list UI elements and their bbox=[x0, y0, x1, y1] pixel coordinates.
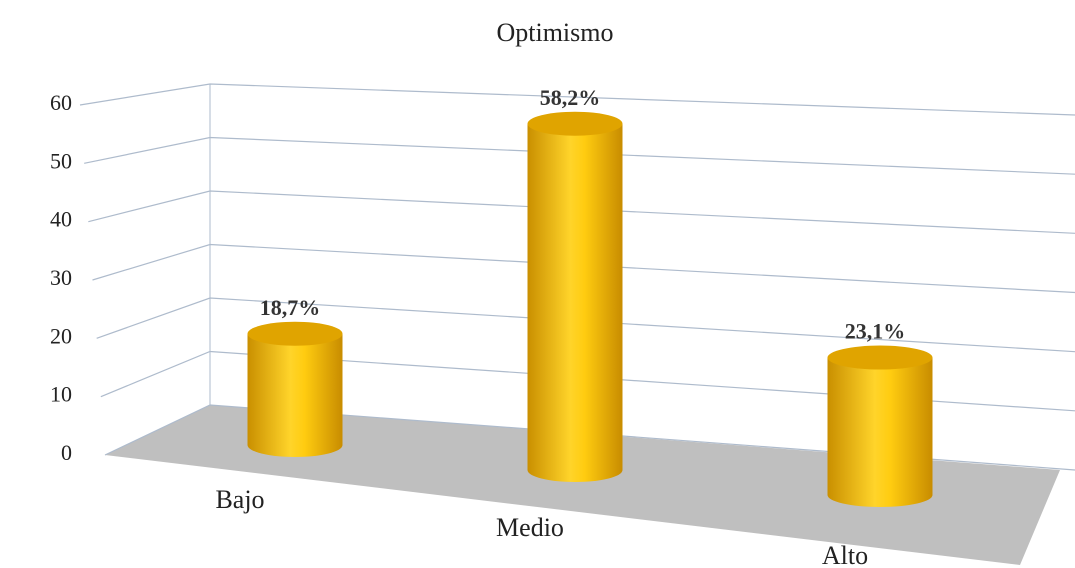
value-label: 23,1% bbox=[845, 319, 906, 344]
floor bbox=[105, 405, 1060, 565]
cylinder: 18,7% bbox=[247, 295, 343, 458]
y-tick-label: 10 bbox=[50, 382, 72, 407]
value-label: 18,7% bbox=[260, 295, 321, 320]
x-tick-label: Alto bbox=[822, 541, 868, 568]
cylinder: 58,2% bbox=[527, 85, 623, 483]
y-tick-label: 0 bbox=[61, 440, 72, 465]
value-label: 58,2% bbox=[540, 85, 601, 110]
bar bbox=[247, 333, 343, 458]
bar-top bbox=[247, 321, 343, 346]
bar-top bbox=[827, 345, 933, 370]
bar-top bbox=[527, 111, 623, 136]
y-tick-label: 30 bbox=[50, 265, 72, 290]
grid: 0 10 20 30 40 50 60 bbox=[50, 83, 1075, 471]
y-tick-label: 40 bbox=[50, 207, 72, 232]
bar bbox=[827, 357, 933, 507]
bars: 18,7% Bajo 58,2% Medio 23,1% Alto bbox=[215, 85, 933, 568]
y-tick-label: 50 bbox=[50, 148, 72, 173]
x-tick-label: Medio bbox=[496, 513, 564, 542]
cylinder: 23,1% bbox=[827, 319, 933, 507]
bar bbox=[527, 123, 623, 483]
chart-title: Optimismo bbox=[496, 18, 613, 47]
x-tick-label: Bajo bbox=[215, 485, 264, 514]
y-tick-label: 20 bbox=[50, 323, 72, 348]
y-tick-label: 60 bbox=[50, 90, 72, 115]
